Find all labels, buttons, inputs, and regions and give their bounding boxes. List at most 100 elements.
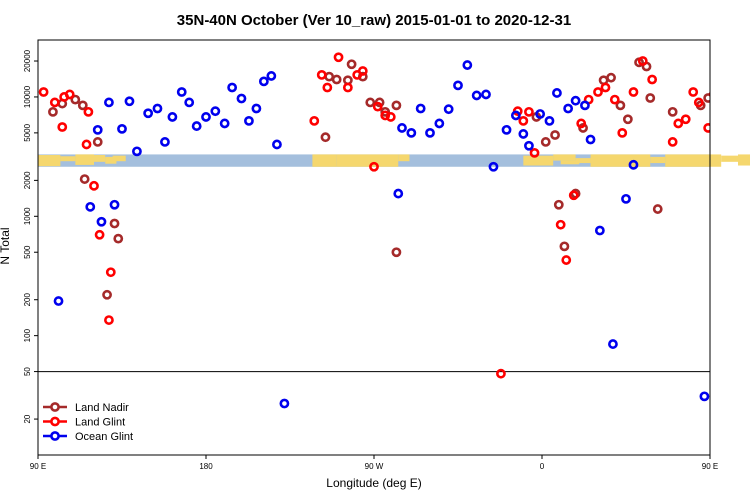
land-glint-point	[369, 161, 379, 172]
ocean-glint-point	[594, 225, 605, 236]
ocean-glint-point	[160, 137, 170, 147]
ocean-glint-point	[132, 146, 142, 157]
land-glint-point	[357, 66, 368, 76]
legend-marker-land-nadir	[50, 402, 60, 412]
ocean-glint-point	[524, 140, 534, 151]
land-mass	[60, 156, 76, 162]
land-glint-point	[316, 70, 327, 80]
land-nadir-point	[540, 137, 551, 147]
data-points	[38, 52, 740, 409]
ocean-glint-point	[721, 297, 728, 304]
land-glint-point	[94, 229, 105, 240]
land-mass	[560, 160, 580, 165]
land-glint-point	[309, 115, 320, 126]
land-mass	[94, 155, 106, 162]
land-glint-point	[667, 137, 678, 147]
x-axis-ticks: 90 E 180 90 W 0 90 E	[30, 455, 718, 471]
ocean-glint-point	[244, 115, 254, 126]
land-glint-point	[518, 115, 529, 126]
ocean-glint-point	[580, 100, 590, 111]
y-tick-label: 100	[23, 328, 32, 342]
land-nadir-point	[380, 106, 391, 117]
land-glint-point	[342, 82, 353, 93]
ocean-glint-point	[443, 104, 454, 115]
land-glint-point	[555, 219, 566, 230]
legend-label-land-nadir: Land Nadir	[75, 402, 129, 414]
ocean-glint-point	[535, 109, 546, 119]
ocean-glint-point	[488, 161, 499, 172]
land-nadir-point	[324, 71, 335, 82]
land-nadir-point	[559, 241, 570, 252]
legend-marker-ocean-glint	[50, 431, 60, 441]
ocean-glint-point	[563, 103, 574, 114]
y-axis-label: N Total	[0, 227, 12, 264]
x-tick-label: 0	[540, 462, 545, 471]
x-tick-label: 90 W	[365, 462, 384, 471]
ocean-glint-point	[92, 124, 103, 135]
ocean-glint-point	[393, 188, 404, 199]
land-glint-point	[57, 122, 68, 132]
ocean-glint-point	[544, 115, 555, 126]
y-tick-label: 200	[23, 293, 32, 307]
y-tick-label: 50	[23, 367, 32, 376]
land-nadir-point	[109, 218, 120, 229]
land-nadir-point	[723, 108, 730, 115]
land-glint-point	[524, 106, 534, 117]
ocean-glint-point	[266, 71, 277, 81]
land-mass	[665, 154, 722, 167]
y-tick-label: 5000	[23, 123, 32, 141]
land-glint-point	[600, 82, 611, 93]
land-nadir-point	[331, 74, 342, 85]
ocean-glint-point	[191, 121, 202, 131]
ocean-glint-point	[201, 112, 211, 122]
ocean-glint-point	[104, 97, 114, 108]
land-glint-point	[673, 118, 684, 129]
x-tick-label: 180	[199, 462, 213, 471]
land-mass	[738, 154, 750, 166]
x-tick-label: 90 E	[702, 462, 718, 471]
ocean-glint-point	[471, 90, 482, 101]
ocean-glint-point	[552, 88, 562, 98]
land-nadir-point	[733, 138, 740, 145]
ocean-glint-point	[176, 87, 187, 97]
ocean-glint-point	[236, 93, 247, 104]
land-glint-point	[688, 87, 699, 97]
land-glint-point	[105, 267, 116, 278]
y-tick-label: 20000	[23, 49, 32, 72]
ocean-glint-point	[585, 134, 596, 145]
ocean-glint-point	[434, 118, 445, 129]
land-glint-point	[617, 127, 628, 138]
legend-label-land-glint: Land Glint	[75, 417, 125, 429]
land-nadir-point	[92, 137, 103, 147]
ocean-glint-point	[167, 112, 178, 122]
ocean-glint-point	[608, 339, 618, 349]
ocean-glint-point	[210, 106, 221, 117]
land-nadir-point	[652, 204, 663, 214]
land-glint-point	[731, 141, 738, 148]
ocean-glint-point	[518, 129, 529, 139]
legend-label-ocean-glint: Ocean Glint	[75, 431, 133, 443]
land-glint-point	[703, 123, 710, 133]
land-glint-point	[89, 180, 99, 191]
land-mass	[575, 158, 591, 164]
land-nadir-point	[716, 102, 723, 109]
land-glint-point	[561, 255, 572, 265]
y-axis-ticks: 20 50 100 200 500 1000 2000 5000 10000 20000	[23, 49, 38, 424]
land-mass	[312, 154, 337, 167]
land-mass	[721, 155, 748, 162]
land-glint-point	[628, 87, 639, 97]
chart-title: 35N-40N October (Ver 10_raw) 2015-01-01 …	[177, 12, 571, 29]
ocean-glint-point	[96, 216, 107, 227]
land-glint-point	[83, 106, 94, 117]
land-nadir-point	[70, 94, 81, 105]
ocean-glint-point	[729, 203, 736, 210]
land-glint-point	[81, 139, 92, 150]
land-nadir-point	[550, 130, 560, 140]
land-glint-point	[719, 108, 726, 115]
ocean-glint-point	[621, 193, 631, 204]
ocean-glint-point	[415, 103, 426, 114]
ocean-glint-point	[227, 82, 238, 93]
land-mass	[650, 156, 666, 164]
